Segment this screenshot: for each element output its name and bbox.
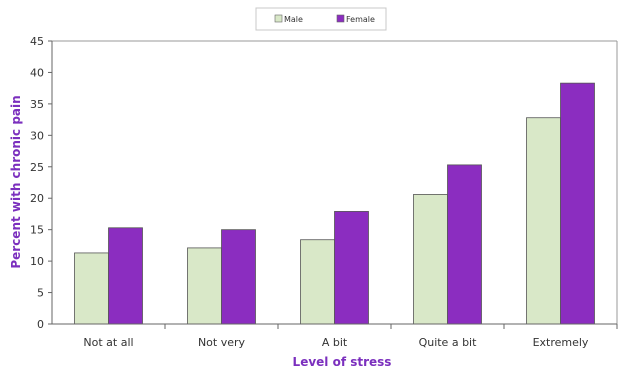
y-tick-label: 45 — [30, 35, 44, 48]
x-category-label: A bit — [322, 336, 348, 349]
x-category-label: Not very — [198, 336, 246, 349]
y-tick-label: 10 — [30, 255, 44, 268]
legend-box — [255, 7, 387, 31]
x-axis-title: Level of stress — [293, 355, 392, 368]
x-category-label: Quite a bit — [419, 336, 478, 349]
legend-label-female: Female — [346, 15, 375, 24]
y-tick-label: 20 — [30, 192, 44, 205]
y-tick-label: 25 — [30, 161, 44, 174]
y-tick-label: 15 — [30, 224, 44, 237]
y-tick-label: 40 — [30, 66, 44, 79]
bar-male-not-at-all — [74, 252, 109, 325]
bar-female-quite-a-bit — [447, 164, 482, 325]
x-axis-labels: Not at all Not very A bit Quite a bit Extrem… — [83, 324, 618, 349]
y-tick-label: 35 — [30, 98, 44, 111]
bar-female-not-very — [221, 229, 256, 325]
bar-male-quite-a-bit — [413, 194, 448, 325]
legend-label-male: Male — [284, 15, 303, 24]
y-tick-label: 0 — [37, 318, 44, 331]
x-category-label: Extremely — [533, 336, 589, 349]
legend-swatch-male — [274, 14, 283, 23]
legend-swatch-female — [336, 14, 345, 23]
x-category-label: Not at all — [83, 336, 133, 349]
bar-female-a-bit — [334, 211, 369, 325]
bar-male-a-bit — [300, 239, 335, 325]
bar-female-not-at-all — [108, 227, 143, 325]
y-axis-title: Percent with chronic pain — [9, 95, 23, 268]
legend: Male Female — [255, 7, 387, 31]
bar-male-extremely — [526, 117, 561, 325]
y-tick-label: 5 — [37, 287, 44, 300]
bar-female-extremely — [560, 82, 595, 325]
bar-male-not-very — [187, 247, 222, 325]
bars — [74, 82, 595, 325]
y-axis-ticks: 0 5 10 15 20 25 30 35 40 45 — [30, 35, 52, 331]
y-tick-label: 30 — [30, 129, 44, 142]
